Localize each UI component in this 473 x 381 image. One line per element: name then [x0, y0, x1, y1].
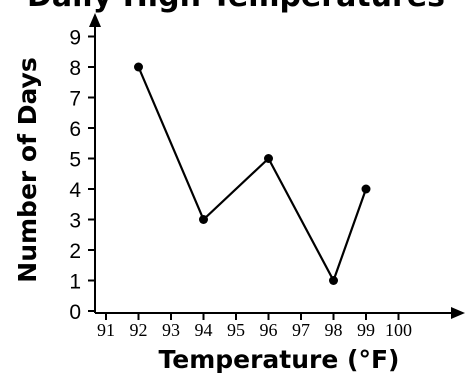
x-tick-label: 91 [97, 320, 115, 340]
data-point [264, 154, 273, 163]
y-tick-label: 2 [69, 240, 81, 263]
y-axis-title: Number of Days [13, 57, 42, 282]
data-point [329, 276, 338, 285]
y-tick-label: 9 [69, 27, 81, 50]
y-tick-label: 0 [69, 301, 81, 324]
series-line [137, 66, 368, 284]
x-tick-label: 95 [227, 320, 245, 340]
axes [89, 13, 465, 319]
data-point [199, 215, 208, 224]
data-series [134, 62, 371, 285]
x-axis-arrowhead [451, 307, 465, 319]
x-tick-label: 92 [130, 320, 148, 340]
y-tick-label: 3 [69, 210, 81, 233]
x-axis-ticks: 91 92 93 94 95 96 97 98 99 100 [97, 313, 412, 340]
y-tick-label: 4 [69, 179, 81, 202]
data-point [134, 62, 143, 72]
y-tick-label: 5 [69, 149, 81, 172]
x-tick-label: 94 [195, 320, 213, 340]
chart-title: Daily High Temperatures [27, 0, 445, 14]
x-tick-label: 98 [325, 320, 343, 340]
x-tick-label: 96 [260, 320, 278, 340]
y-axis-arrowhead [89, 13, 101, 27]
x-tick-label: 99 [357, 320, 375, 340]
data-point [361, 184, 371, 194]
x-tick-label: 100 [385, 320, 412, 340]
y-tick-label: 7 [69, 88, 81, 111]
y-tick-label: 8 [69, 57, 81, 80]
y-tick-label: 1 [69, 271, 81, 294]
x-tick-label: 93 [162, 320, 180, 340]
y-axis-ticks: 0 1 2 3 4 5 6 7 8 9 [69, 27, 95, 324]
x-tick-label: 97 [292, 320, 310, 340]
y-tick-label: 6 [69, 118, 81, 141]
x-axis-title: Temperature (°F) [159, 345, 400, 374]
